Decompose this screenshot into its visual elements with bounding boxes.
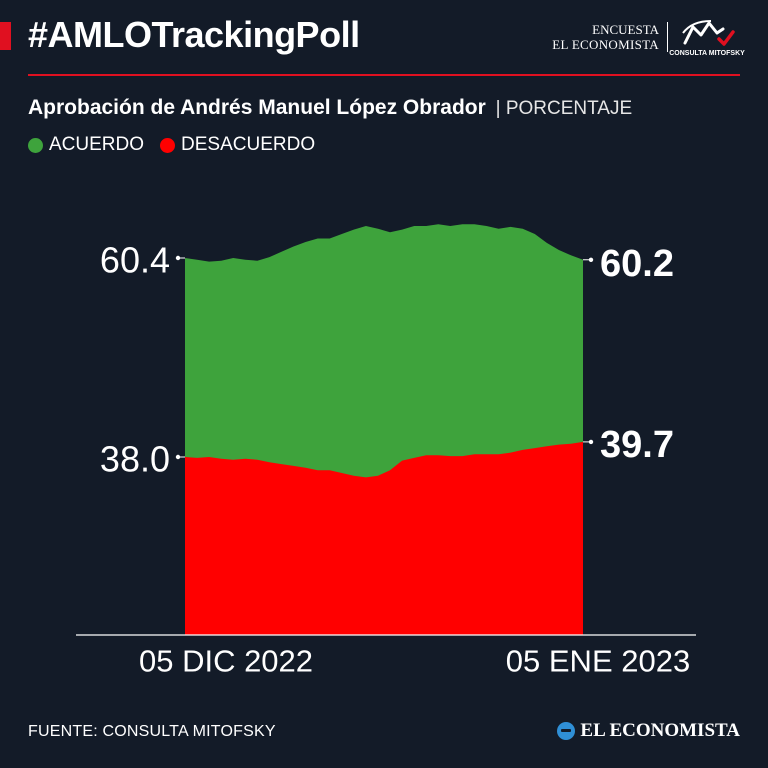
legend-label-desacuerdo: DESACUERDO	[181, 134, 316, 155]
desacuerdo-end-label: 39.7	[600, 424, 674, 466]
chart-legend: ACUERDO DESACUERDO	[28, 134, 331, 156]
mitofsky-logo-icon	[682, 20, 735, 46]
legend-item-acuerdo: ACUERDO	[28, 134, 144, 156]
legend-dot-acuerdo	[28, 137, 43, 153]
header-brand: ENCUESTA EL ECONOMISTA CONSULTA MITOFSKY	[552, 14, 745, 60]
brand-line2: EL ECONOMISTA	[552, 37, 659, 52]
consulta-mitofsky-logo: CONSULTA MITOFSKY	[668, 17, 745, 57]
el-economista-logo-icon	[557, 722, 576, 740]
x-tick-label-end: 05 ENE 2023	[506, 644, 690, 679]
acuerdo-end-label: 60.2	[600, 243, 674, 285]
hashtag-title: #AMLOTrackingPoll	[28, 14, 360, 55]
legend-label-acuerdo: ACUERDO	[49, 134, 145, 155]
header-accent-bar	[0, 22, 11, 50]
legend-dot-desacuerdo	[160, 137, 176, 153]
acuerdo-start-label: 60.4	[100, 240, 170, 281]
legend-item-desacuerdo: DESACUERDO	[160, 134, 315, 156]
encuesta-el-economista-label: ENCUESTA EL ECONOMISTA	[552, 22, 668, 52]
x-tick-label-start: 05 DIC 2022	[139, 644, 313, 679]
desacuerdo-start-label: 38.0	[100, 439, 170, 480]
mitofsky-label: CONSULTA MITOFSKY	[669, 50, 745, 57]
desacuerdo-area	[185, 441, 583, 635]
header-divider	[28, 74, 740, 76]
desacuerdo-end-marker	[588, 439, 594, 445]
footer-brand-text: EL ECONOMISTA	[580, 720, 740, 741]
brand-line1: ENCUESTA	[592, 22, 659, 37]
subtitle-unit: | PORCENTAJE	[495, 98, 633, 119]
acuerdo-end-marker	[588, 257, 594, 262]
chart-subtitle: Aprobación de Andrés Manuel López Obrado…	[28, 96, 632, 120]
desacuerdo-start-marker	[175, 454, 181, 460]
footer-brand: EL ECONOMISTA	[557, 720, 740, 742]
subtitle-main: Aprobación de Andrés Manuel López Obrado…	[28, 96, 486, 119]
source-note: FUENTE: CONSULTA MITOFSKY	[28, 723, 276, 740]
acuerdo-start-marker	[175, 255, 181, 261]
